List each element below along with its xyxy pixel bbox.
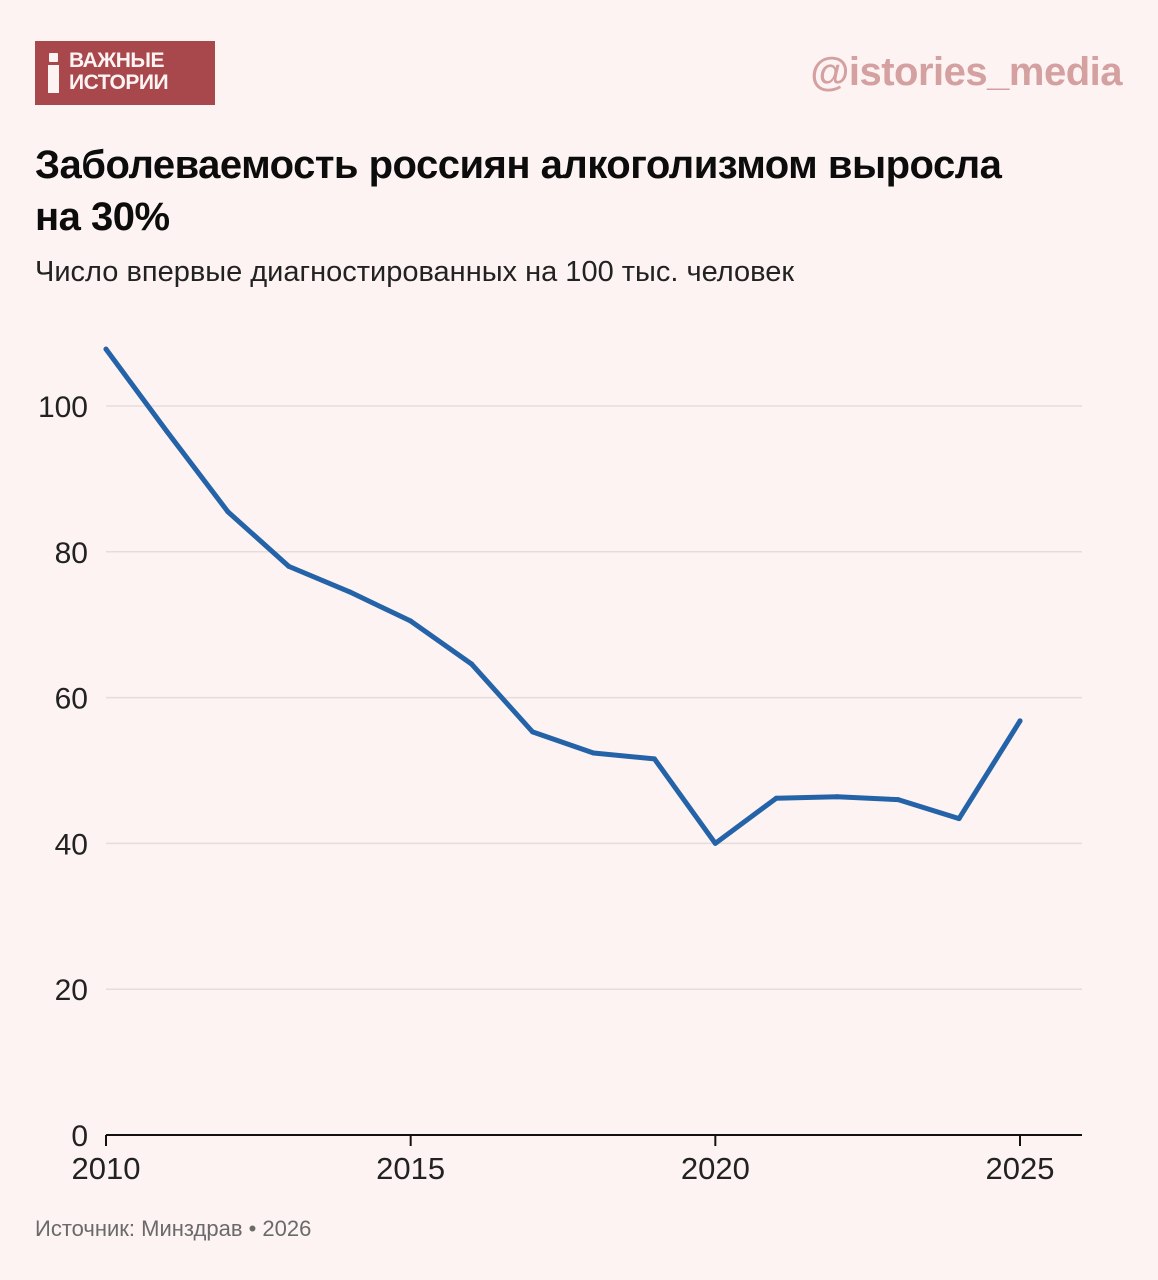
- x-tick-label: 2025: [986, 1151, 1055, 1186]
- data-point-2017: [530, 729, 536, 735]
- data-point-2022: [834, 794, 840, 800]
- social-handle: @istories_media: [810, 50, 1122, 94]
- x-tick-label: 2010: [72, 1151, 141, 1186]
- chart-subtitle: Число впервые диагностированных на 100 т…: [35, 256, 795, 288]
- y-tick-label: 80: [55, 537, 88, 570]
- y-tick-labels: 0 20 40 60 80 100: [38, 391, 88, 1153]
- data-point-2018: [590, 750, 596, 756]
- x-axis: 2010 2015 2020 2025: [72, 1134, 1082, 1186]
- y-tick-label: 60: [55, 683, 88, 716]
- data-point-2020: [712, 840, 718, 846]
- logo-text: ВАЖНЫЕ ИСТОРИИ: [69, 49, 169, 94]
- data-point-2016: [469, 661, 475, 667]
- source-note: Источник: Минздрав • 2026: [35, 1216, 312, 1241]
- logo-i-icon: [48, 53, 59, 93]
- data-point-2023: [895, 797, 901, 803]
- data-point-2025: [1017, 718, 1023, 724]
- series-line: [103, 346, 1023, 846]
- x-tick-label: 2020: [681, 1151, 750, 1186]
- data-point-2024: [956, 816, 962, 822]
- data-point-2010: [103, 346, 109, 352]
- data-point-2013: [286, 563, 292, 569]
- data-point-2015: [408, 618, 414, 624]
- logo: ВАЖНЫЕ ИСТОРИИ: [35, 41, 215, 105]
- chart-title: Заболеваемость россиян алкоголизмом выро…: [35, 143, 1002, 239]
- gridlines: [106, 405, 1082, 990]
- data-point-2012: [225, 509, 231, 515]
- y-tick-label: 40: [55, 828, 88, 861]
- x-tick-label: 2015: [376, 1151, 445, 1186]
- data-point-2019: [651, 756, 657, 762]
- series-layer: [103, 346, 1023, 846]
- logo-line-2: ИСТОРИИ: [69, 71, 169, 94]
- y-tick-label: 0: [71, 1120, 88, 1153]
- y-tick-label: 20: [55, 974, 88, 1007]
- data-point-2011: [164, 429, 170, 435]
- y-tick-label: 100: [38, 391, 88, 424]
- data-point-2014: [347, 589, 353, 595]
- data-point-2021: [773, 795, 779, 801]
- logo-line-1: ВАЖНЫЕ: [69, 49, 165, 72]
